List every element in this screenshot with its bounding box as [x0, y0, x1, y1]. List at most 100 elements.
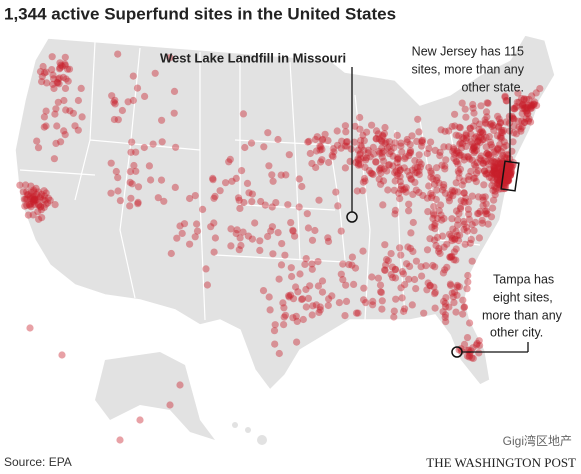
site-dot: [247, 139, 256, 147]
site-dot: [38, 214, 46, 222]
annotation: other city.: [490, 325, 543, 339]
site-dot: [442, 318, 450, 326]
site-dot: [294, 288, 302, 296]
site-dot: [352, 159, 360, 167]
site-dot: [494, 163, 502, 171]
site-dot: [61, 131, 69, 139]
site-dot: [30, 192, 38, 200]
site-dot: [413, 164, 421, 172]
site-dot: [494, 146, 502, 154]
site-dot: [337, 270, 345, 278]
site-dot: [408, 166, 416, 174]
site-dot: [409, 190, 417, 198]
site-dot: [287, 291, 295, 299]
annotation: New Jersey has 115: [412, 44, 524, 58]
highlight-box: [500, 160, 520, 192]
site-dot: [380, 157, 388, 165]
site-dot: [114, 116, 122, 124]
site-dot: [477, 156, 485, 164]
site-dot: [56, 59, 64, 67]
site-dot: [404, 167, 412, 175]
site-dot: [452, 207, 461, 215]
site-dot: [316, 303, 324, 311]
site-dot: [211, 234, 219, 242]
site-dot: [503, 154, 511, 162]
site-dot: [383, 167, 391, 175]
site-dot: [525, 115, 533, 123]
site-dot: [374, 274, 382, 282]
site-dot: [462, 142, 470, 150]
site-dot: [391, 265, 399, 273]
site-dot: [397, 182, 405, 190]
site-dot: [308, 265, 316, 273]
site-dot: [399, 270, 408, 278]
site-dot: [502, 97, 510, 105]
site-dot: [211, 192, 219, 200]
site-dot: [451, 122, 459, 130]
site-dot: [451, 110, 459, 118]
title: 1,344 active Superfund sites in the Unit…: [4, 4, 396, 23]
site-dot: [357, 155, 365, 163]
site-dot: [210, 248, 218, 256]
site-dot: [499, 128, 507, 136]
site-dot: [475, 209, 483, 218]
site-dot: [391, 139, 399, 147]
site-dot: [431, 221, 439, 229]
site-dot: [408, 301, 416, 309]
site-dot: [434, 214, 442, 222]
site-dot: [356, 150, 364, 159]
site-dot: [396, 173, 404, 181]
site-dot: [530, 100, 538, 108]
site-dot: [407, 148, 415, 156]
site-dot: [415, 158, 423, 166]
site-dot: [382, 261, 390, 269]
site-dot: [440, 215, 448, 223]
site-dot: [46, 196, 54, 204]
site-dot: [452, 131, 460, 139]
site-dot: [475, 349, 483, 357]
site-dot: [202, 265, 210, 273]
site-dot: [441, 303, 450, 311]
site-dot: [116, 436, 124, 444]
site-dot: [450, 288, 459, 296]
site-dot: [134, 200, 142, 208]
site-dot: [492, 169, 500, 177]
site-dot: [42, 122, 50, 130]
site-dot: [448, 252, 456, 260]
site-dot: [298, 295, 307, 303]
site-dot: [27, 188, 35, 196]
site-dot: [377, 180, 385, 188]
site-dot: [44, 194, 53, 202]
site-dot: [476, 120, 484, 128]
site-dot: [475, 125, 483, 134]
site-dot: [477, 102, 485, 110]
site-dot: [433, 164, 441, 172]
site-dot: [285, 293, 293, 301]
site-dot: [27, 203, 35, 211]
site-dot: [329, 145, 337, 153]
site-dot: [458, 140, 467, 148]
site-dot: [23, 191, 31, 199]
site-dot: [343, 138, 351, 146]
site-dot: [312, 163, 320, 172]
site-dot: [413, 137, 421, 145]
site-dot: [33, 195, 41, 203]
site-dot: [40, 113, 49, 121]
site-dot: [467, 235, 475, 243]
site-dot: [389, 274, 397, 282]
site-dot: [506, 171, 514, 179]
site-dot: [394, 154, 402, 162]
site-dot: [454, 216, 462, 224]
site-dot: [259, 287, 268, 295]
site-dot: [523, 107, 531, 115]
site-dot: [489, 170, 497, 178]
site-dot: [513, 98, 521, 106]
site-dot: [520, 95, 528, 103]
site-dot: [382, 138, 390, 146]
site-dot: [503, 150, 511, 158]
site-dot: [333, 127, 341, 135]
site-dot: [459, 310, 467, 318]
site-dot: [232, 174, 240, 182]
site-dot: [437, 211, 445, 219]
site-dot: [56, 74, 64, 82]
